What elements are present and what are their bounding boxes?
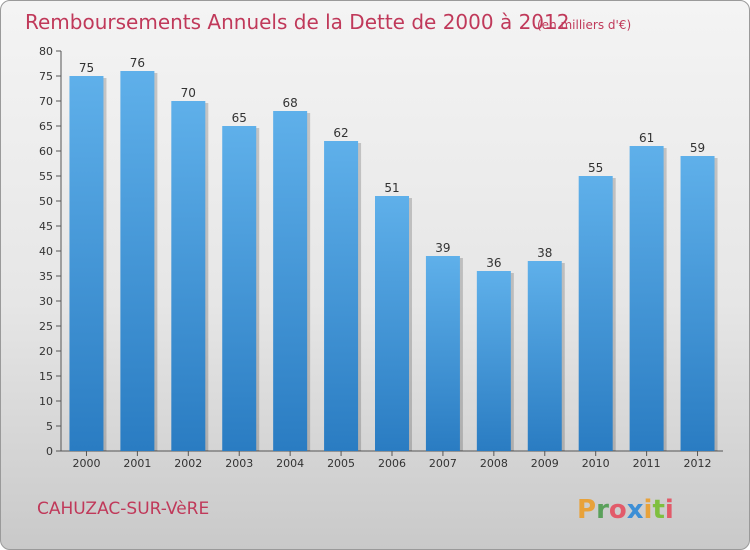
bar-value-label: 51: [384, 181, 399, 195]
y-tick-label: 5: [46, 420, 53, 433]
x-tick-label: 2003: [225, 457, 253, 470]
bar-value-label: 68: [283, 96, 298, 110]
y-tick-label: 70: [39, 95, 53, 108]
bar-value-label: 70: [181, 86, 196, 100]
bar-2000: [69, 76, 104, 451]
y-tick-label: 80: [39, 45, 53, 58]
y-tick-label: 75: [39, 70, 53, 83]
x-tick-label: 2012: [684, 457, 712, 470]
bars-group: 75 76 70 65 68 62 51 39 36 38 55 61 59: [69, 56, 718, 451]
bar-value-label: 55: [588, 161, 603, 175]
x-tick-label: 2001: [123, 457, 151, 470]
bar-value-label: 61: [639, 131, 654, 145]
y-tick-label: 25: [39, 320, 53, 333]
chart-title: Remboursements Annuels de la Dette de 20…: [25, 10, 569, 34]
bar-2008: [476, 271, 511, 451]
bar-value-label: 39: [435, 241, 450, 255]
bar-value-label: 76: [130, 56, 145, 70]
bar-2002: [171, 101, 206, 451]
bar-value-label: 75: [79, 61, 94, 75]
logo-letter: i: [644, 495, 653, 525]
x-tick-label: 2011: [633, 457, 661, 470]
logo-letter: i: [665, 495, 674, 525]
chart-subtitle: (en milliers d'€): [537, 18, 631, 32]
logo-letter: t: [652, 495, 664, 525]
y-tick-label: 15: [39, 370, 53, 383]
bar-2005: [324, 141, 359, 451]
bar-2004: [273, 111, 308, 451]
bar-value-label: 59: [690, 141, 705, 155]
logo-letter: P: [577, 495, 596, 525]
bar-2007: [425, 256, 460, 451]
x-tick-label: 2004: [276, 457, 304, 470]
x-tick-label: 2008: [480, 457, 508, 470]
y-tick-label: 50: [39, 195, 53, 208]
bar-2003: [222, 126, 257, 451]
bar-value-label: 65: [232, 111, 247, 125]
bar-value-label: 36: [486, 256, 501, 270]
y-tick-label: 60: [39, 145, 53, 158]
y-tick-label: 65: [39, 120, 53, 133]
bar-2010: [578, 176, 613, 451]
bar-2011: [629, 146, 664, 451]
bar-2012: [680, 156, 715, 451]
y-tick-label: 35: [39, 270, 53, 283]
bar-2001: [120, 71, 155, 451]
y-tick-label: 55: [39, 170, 53, 183]
proxiti-logo: Proxiti: [577, 495, 674, 525]
logo-letter: r: [596, 495, 609, 525]
bar-2009: [527, 261, 562, 451]
y-tick-label: 0: [46, 445, 53, 458]
x-tick-label: 2010: [582, 457, 610, 470]
y-tick-label: 10: [39, 395, 53, 408]
logo-letter: o: [609, 495, 627, 525]
x-tick-label: 2005: [327, 457, 355, 470]
bar-value-label: 62: [333, 126, 348, 140]
commune-name: CAHUZAC-SUR-VèRE: [37, 499, 209, 519]
x-axis: 2000 2001 2002 2003 2004 2005 2006 2007 2008 2009…: [72, 451, 712, 470]
x-tick-label: 2000: [72, 457, 100, 470]
x-tick-label: 2009: [531, 457, 559, 470]
y-tick-label: 45: [39, 220, 53, 233]
x-tick-label: 2006: [378, 457, 406, 470]
logo-letter: x: [627, 495, 644, 525]
x-tick-label: 2007: [429, 457, 457, 470]
bar-value-label: 38: [537, 246, 552, 260]
y-tick-label: 40: [39, 245, 53, 258]
y-tick-label: 20: [39, 345, 53, 358]
x-tick-label: 2002: [174, 457, 202, 470]
y-tick-label: 30: [39, 295, 53, 308]
bar-2006: [375, 196, 409, 451]
